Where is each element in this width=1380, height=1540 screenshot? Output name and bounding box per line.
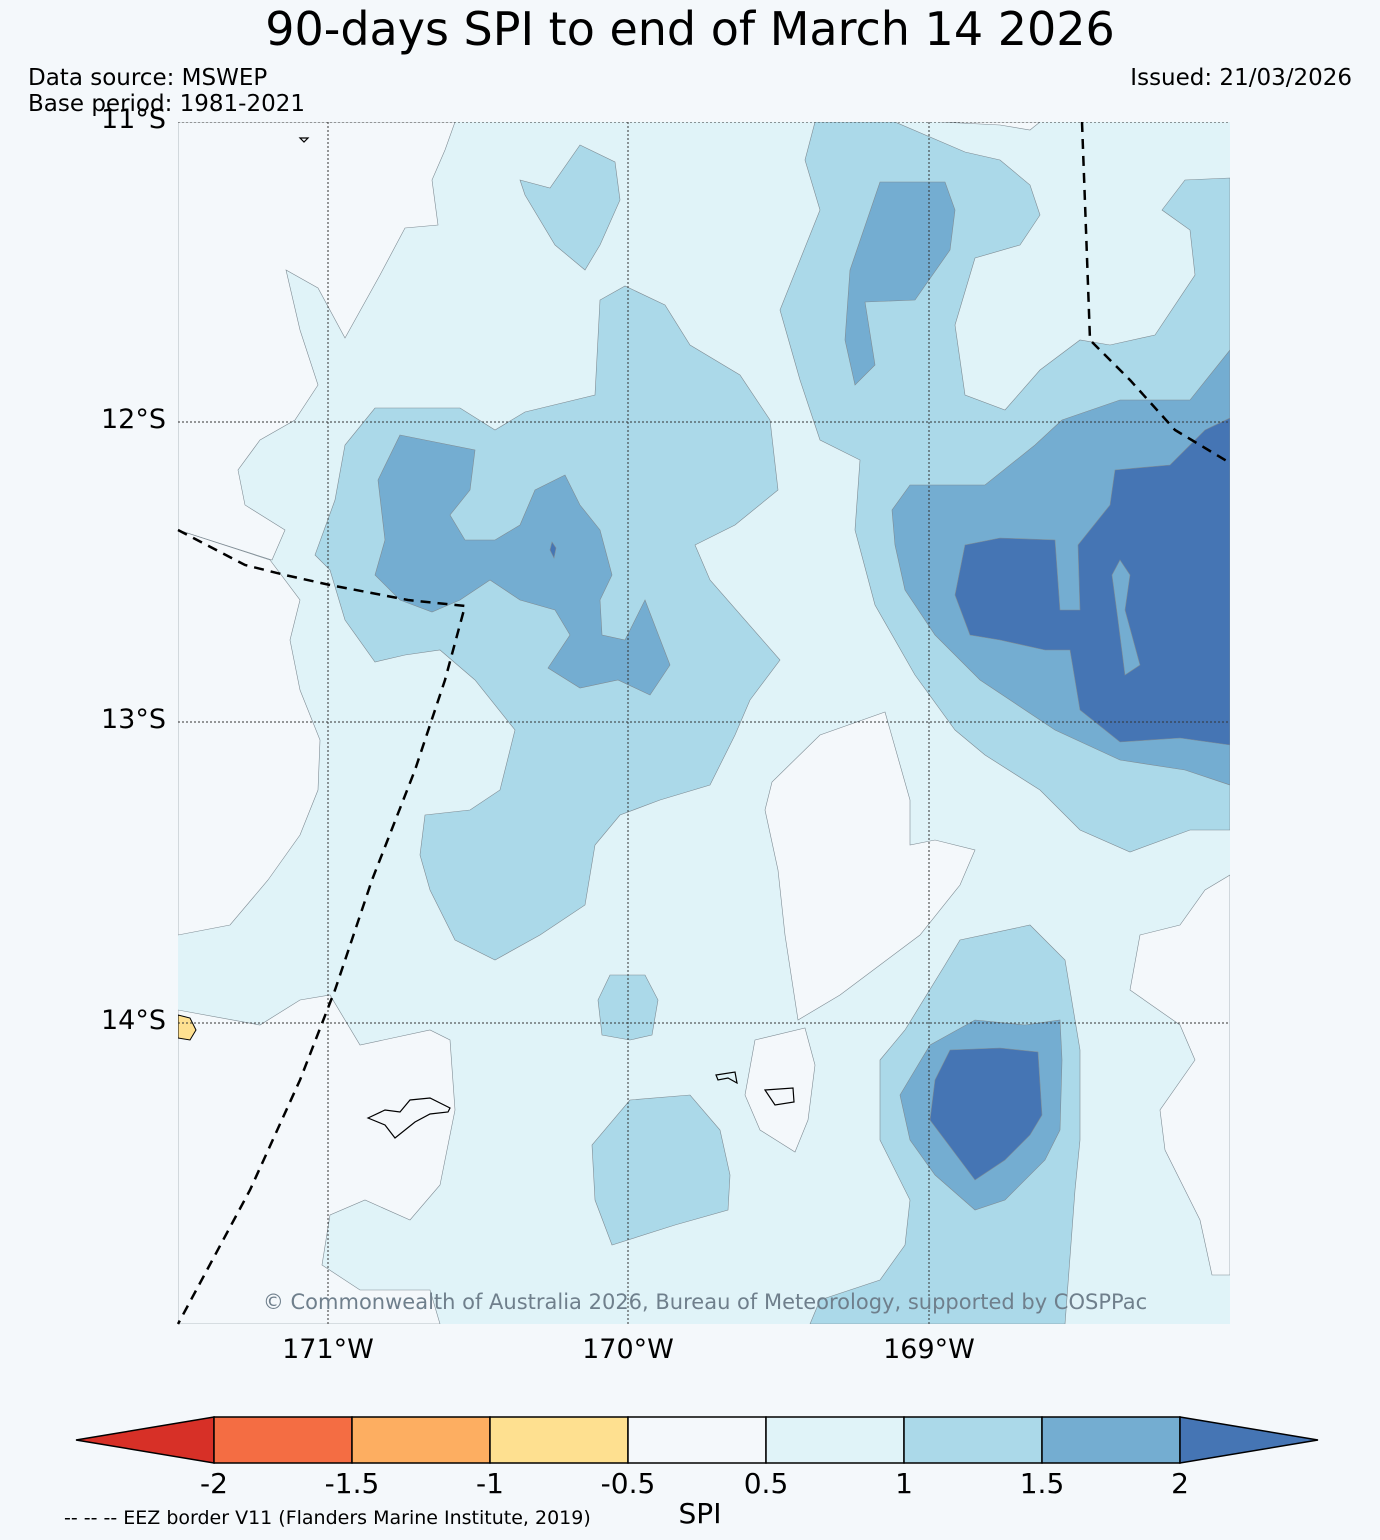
spi-near-normal-northwest — [178, 122, 456, 561]
coastlines — [298, 137, 795, 1139]
spi-near-normal-northcentral — [939, 122, 1041, 131]
spi-very-wet-inlet — [1111, 559, 1141, 676]
colorbar-tick: -0.5 — [600, 1467, 656, 1500]
spi-extremely-wet-east — [954, 417, 1230, 746]
lat-label-12s: 12°S — [101, 404, 166, 435]
colorbar-bin-5 — [765, 1416, 905, 1464]
colorbar-tick: 2 — [1171, 1467, 1189, 1500]
lat-label-13s: 13°S — [101, 704, 166, 735]
spi-extremely-wet-speck — [549, 541, 557, 559]
colorbar-bin-3 — [489, 1416, 629, 1464]
spi-moderately-wet-north-patch — [519, 144, 621, 271]
swains-marker — [298, 137, 310, 143]
eez-borders — [176, 121, 1231, 1325]
copyright-notice: © Commonwealth of Australia 2026, Bureau… — [262, 1290, 1148, 1314]
colorbar-tick: 1 — [895, 1467, 913, 1500]
spi-near-normal-southwest — [178, 994, 456, 1324]
colorbar-bin-2 — [351, 1416, 491, 1464]
spi-near-normal-islands — [744, 1027, 816, 1153]
spi-very-wet-west-core — [374, 434, 671, 696]
colorbar-bin-1 — [213, 1416, 353, 1464]
lat-label-14s: 14°S — [101, 1005, 166, 1036]
lat-label-11s: 11°S — [101, 104, 166, 135]
map-title: 90-days SPI to end of March 14 2026 — [265, 2, 1115, 56]
spi-extremely-wet-south — [929, 1047, 1043, 1181]
spi-near-normal-centre — [764, 711, 976, 1021]
ofu-olosega-island — [715, 1071, 738, 1085]
issued-date: Issued: 21/03/2026 — [1130, 65, 1352, 91]
spi-near-normal-west — [178, 529, 321, 936]
tau-island — [763, 1087, 795, 1106]
colorbar-tick: -1.5 — [324, 1467, 380, 1500]
lon-label-171w: 171°W — [282, 1334, 374, 1365]
graticule — [178, 122, 1230, 1324]
spi-very-wet-north-core — [844, 181, 956, 386]
colorbar-bin-7 — [1041, 1416, 1181, 1464]
colorbar-tick: -1 — [476, 1467, 504, 1500]
data-source: Data source: MSWEP — [28, 65, 268, 91]
eez-legend-note: -- -- -- EEZ border V11 (Flanders Marine… — [64, 1507, 591, 1529]
colorbar-bin-6 — [903, 1416, 1043, 1464]
spi-dry-patch — [178, 1014, 197, 1041]
base-period: Base period: 1981-2021 — [28, 91, 306, 117]
colorbar-bin-4 — [627, 1416, 767, 1464]
spi-near-normal-east — [1129, 874, 1230, 1276]
lon-label-169w: 169°W — [883, 1334, 975, 1365]
colorbar-tick: 1.5 — [1019, 1467, 1065, 1500]
colorbar-extend-low — [75, 1416, 215, 1464]
spi-moderately-wet-southcentral-patch — [591, 1094, 731, 1246]
colorbar-tick: -2 — [200, 1467, 228, 1500]
colorbar — [75, 1416, 1319, 1464]
colorbar-tick: 0.5 — [743, 1467, 789, 1500]
lon-label-170w: 170°W — [582, 1334, 674, 1365]
tutuila-island — [366, 1097, 451, 1139]
colorbar-label: SPI — [678, 1497, 722, 1530]
colorbar-extend-high — [1179, 1416, 1319, 1464]
